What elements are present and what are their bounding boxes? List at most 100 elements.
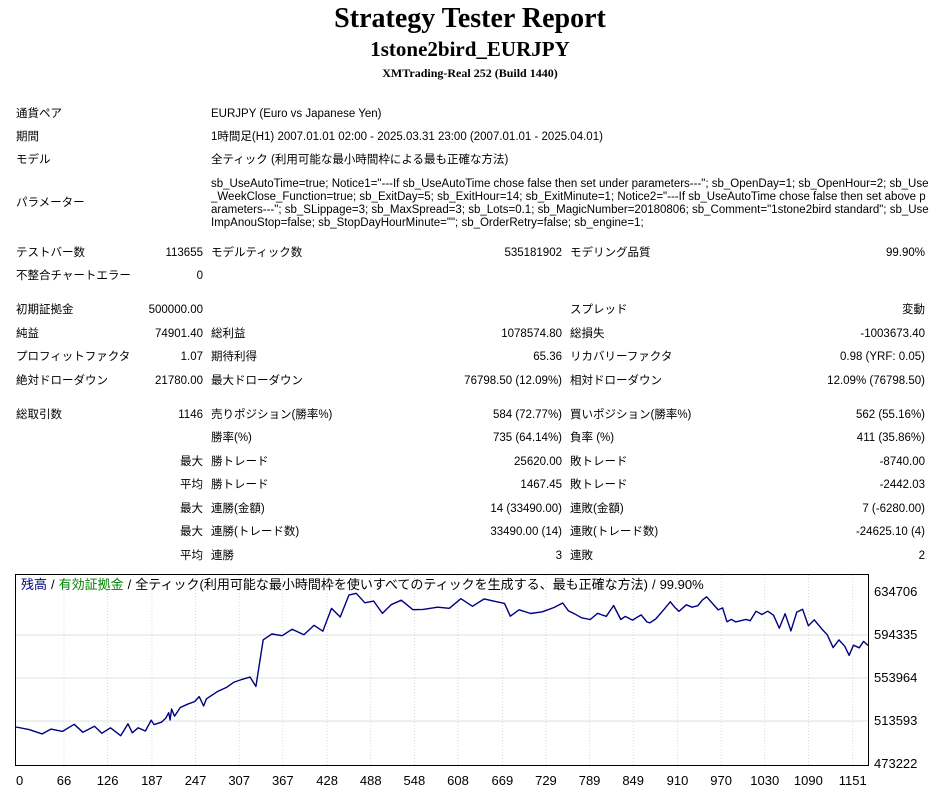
period-value: 1時間足(H1) 2007.01.01 02:00 - 2025.03.31 2… [211, 131, 603, 143]
net-profit-value: 74901.40 [155, 328, 203, 340]
pair-value: EURJPY (Euro vs Japanese Yen) [211, 108, 382, 120]
cons-win-amount-value: 14 (33490.00) [490, 503, 562, 515]
params-value: sb_UseAutoTime=true; Notice1="---If sb_U… [211, 178, 929, 229]
rel-drawdown-label: 相対ドローダウン [570, 375, 662, 387]
max-cons-label: 最大 [180, 503, 203, 515]
model-value: 全ティック (利用可能な最小時間枠による最も正確な方法) [211, 154, 509, 166]
x-tick-label: 247 [185, 773, 207, 788]
win-rate-label: 勝率(%) [211, 432, 252, 444]
server-build: XMTrading-Real 252 (Build 1440) [382, 66, 558, 80]
win-rate-value: 735 (64.14%) [492, 432, 562, 444]
balance-chart: 634706 594335 553964 513593 473222 0 66 126 187… [15, 574, 917, 788]
y-tick-label: 594335 [874, 627, 917, 642]
balance-line [15, 592, 869, 737]
x-tick-label: 1151 [839, 773, 867, 788]
avg-cons-loss-label: 連敗 [570, 550, 593, 562]
legend-sep-3: / [652, 577, 656, 592]
mismatch-label: 不整合チャートエラー [16, 270, 131, 282]
average-label: 平均 [180, 479, 203, 491]
x-tick-label: 970 [710, 773, 732, 788]
net-profit-label: 純益 [16, 328, 39, 340]
largest-loss-label: 敗トレード [570, 456, 628, 468]
cons-loss-count-label: 連敗(トレード数) [570, 526, 659, 538]
params-label: パラメーター [16, 197, 85, 209]
total-trades-label: 総取引数 [16, 409, 62, 421]
quality-label: モデリング品質 [570, 247, 651, 259]
gross-profit-value: 1078574.80 [501, 328, 562, 340]
report-title: Strategy Tester Report [334, 3, 606, 34]
legend-quality: 99.90% [660, 577, 705, 592]
mismatch-value: 0 [196, 270, 203, 282]
profit-factor-label: プロフィットファクタ [16, 351, 131, 363]
expected-payoff-value: 65.36 [533, 351, 562, 363]
bars-value: 113655 [165, 247, 203, 259]
deposit-label: 初期証拠金 [16, 304, 74, 316]
x-tick-label: 187 [141, 773, 163, 788]
gross-loss-value: -1003673.40 [860, 328, 925, 340]
abs-drawdown-value: 21780.00 [155, 375, 203, 387]
spread-label: スプレッド [570, 304, 628, 316]
y-tick-label: 473222 [874, 756, 917, 771]
avg-cons-win-value: 3 [555, 550, 562, 562]
long-positions-label: 買いポジション(勝率%) [570, 409, 692, 421]
loss-rate-label: 負率 (%) [570, 432, 615, 444]
largest-label: 最大 [180, 456, 203, 468]
x-tick-label: 729 [535, 773, 557, 788]
bars-label: テストバー数 [16, 247, 85, 259]
x-tick-label: 367 [272, 773, 294, 788]
largest-loss-value: -8740.00 [879, 456, 925, 468]
x-tick-label: 910 [667, 773, 689, 788]
cons-win-amount-label: 連勝(金額) [211, 503, 265, 515]
pair-label: 通貨ペア [16, 108, 62, 120]
chart-legend: 残高 / 有効証拠金 / 全ティック(利用可能な最小時間枠を使いすべてのティックを生成す… [21, 577, 704, 592]
model-label: モデル [16, 154, 51, 166]
avg-loss-label: 敗トレード [570, 479, 628, 491]
total-trades-value: 1146 [178, 409, 203, 421]
largest-win-label: 勝トレード [211, 456, 269, 468]
x-tick-label: 789 [579, 773, 601, 788]
spread-value: 変動 [902, 304, 925, 316]
cons-win-count-label: 連勝(トレード数) [211, 526, 300, 538]
x-tick-label: 1090 [794, 773, 823, 788]
max-drawdown-value: 76798.50 (12.09%) [464, 375, 562, 387]
quality-value: 99.90% [885, 247, 925, 259]
profit-factor-value: 1.07 [180, 351, 203, 363]
legend-sep-2: / [128, 577, 132, 592]
period-label: 期間 [16, 131, 39, 143]
x-tick-label: 669 [491, 773, 513, 788]
x-tick-label: 1030 [750, 773, 779, 788]
rel-drawdown-value: 12.09% (76798.50) [827, 375, 925, 387]
legend-balance: 残高 [21, 577, 47, 592]
legend-model: 全ティック(利用可能な最小時間枠を使いすべてのティックを生成する、最も正確な方法… [135, 577, 648, 592]
y-tick-label: 513593 [874, 713, 917, 728]
short-positions-label: 売りポジション(勝率%) [211, 409, 333, 421]
avg-loss-value: -2442.03 [879, 479, 925, 491]
recovery-factor-value: 0.98 (YRF: 0.05) [839, 351, 925, 363]
x-tick-label: 307 [228, 773, 250, 788]
expected-payoff-label: 期待利得 [211, 351, 257, 363]
cons-loss-amount-label: 連敗(金額) [570, 503, 624, 515]
avg-cons-loss-value: 2 [918, 550, 925, 562]
x-axis-ticks: 0 66 126 187 247 307 367 428 488 548 608 669 729 789 8… [16, 773, 867, 788]
x-tick-label: 548 [404, 773, 426, 788]
long-positions-value: 562 (55.16%) [855, 409, 925, 421]
chart-frame [15, 574, 869, 766]
deposit-value: 500000.00 [148, 304, 203, 316]
avg-win-value: 1467.45 [520, 479, 562, 491]
cons-loss-amount-value: 7 (-6280.00) [862, 503, 925, 515]
short-positions-value: 584 (72.77%) [492, 409, 562, 421]
ticks-value: 535181902 [504, 247, 562, 259]
y-tick-label: 553964 [874, 670, 917, 685]
x-tick-label: 428 [316, 773, 338, 788]
recovery-factor-label: リカバリーファクタ [570, 351, 673, 363]
avg-cons-label: 平均 [180, 550, 203, 562]
cons-win-count-value: 33490.00 (14) [490, 526, 562, 538]
largest-win-value: 25620.00 [514, 456, 562, 468]
gross-profit-label: 総利益 [211, 328, 246, 340]
y-axis-ticks: 634706 594335 553964 513593 473222 [874, 584, 917, 771]
y-tick-label: 634706 [874, 584, 917, 599]
ea-name: 1stone2bird_EURJPY [370, 37, 570, 61]
x-tick-label: 0 [16, 773, 23, 788]
ticks-label: モデルティック数 [211, 247, 303, 259]
cons-loss-count-value: -24625.10 (4) [855, 526, 925, 538]
